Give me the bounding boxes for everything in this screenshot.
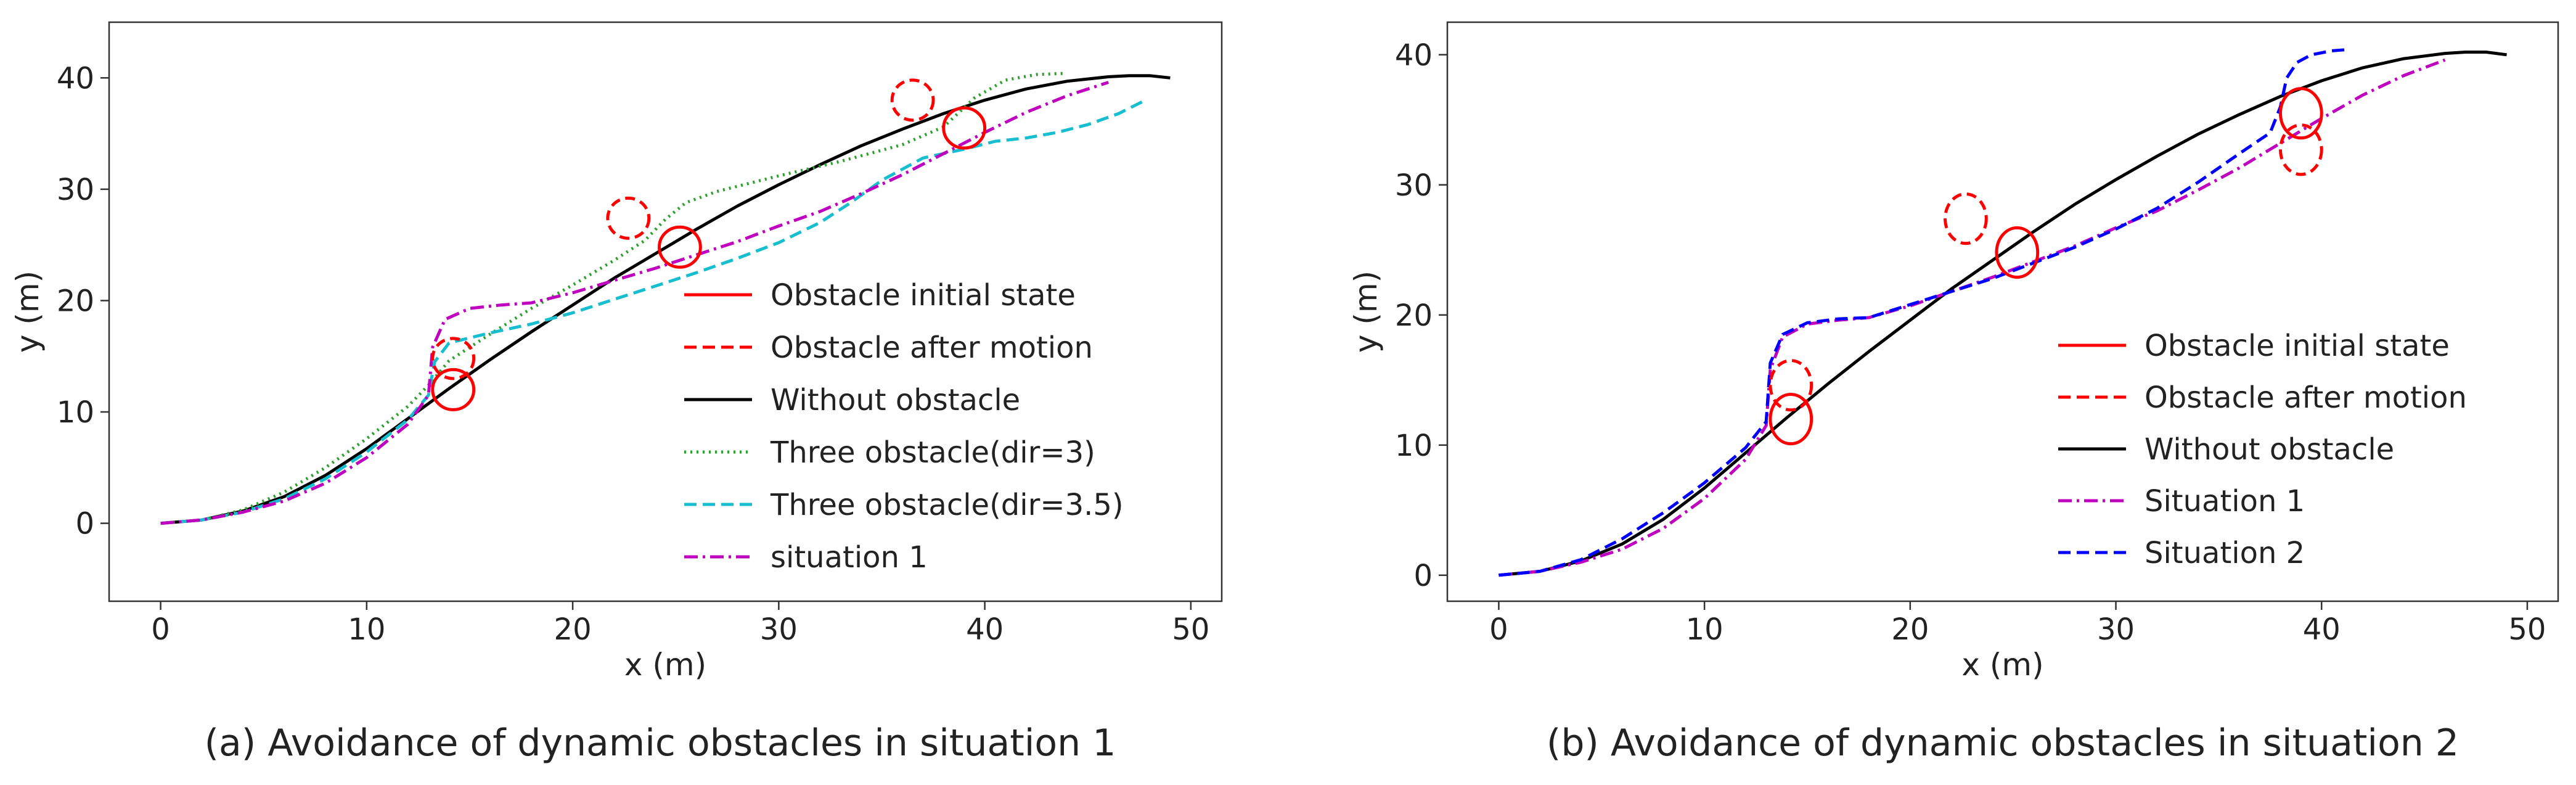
x-tick-label: 40 <box>966 612 1004 647</box>
legend-label: Obstacle initial state <box>771 278 1076 313</box>
x-tick-label: 40 <box>2303 612 2341 647</box>
x-tick-label: 50 <box>2508 612 2546 647</box>
series-line-situation-1 <box>1499 58 2446 577</box>
legend: Obstacle initial state Obstacle after mot… <box>684 278 1124 575</box>
y-axis-label: y (m) <box>10 271 46 353</box>
obstacle-after-1 <box>431 337 476 380</box>
obstacle-after-1 <box>1768 359 1813 412</box>
legend-label: Three obstacle(dir=3) <box>770 435 1095 470</box>
y-tick-label: 0 <box>1413 559 1433 593</box>
obstacle-initial-2 <box>657 225 702 269</box>
chart-b-svg: 0 10 20 30 40 50 0 10 20 30 40 x (m) y (m) Obstacle i… <box>1348 21 2559 765</box>
x-tick-label: 0 <box>151 612 170 647</box>
y-tick-label: 40 <box>57 61 94 96</box>
x-tick-label: 10 <box>348 612 385 647</box>
legend-label: Obstacle initial state <box>2145 329 2450 363</box>
obstacle-initial-1 <box>431 368 476 411</box>
y-tick-label: 20 <box>57 284 94 318</box>
obstacle-initial-2 <box>1995 226 2040 279</box>
y-axis-label: y (m) <box>1348 271 1384 353</box>
y-tick-label: 10 <box>1395 429 1433 463</box>
legend-label: Three obstacle(dir=3.5) <box>770 488 1124 522</box>
legend-label: Situation 2 <box>2145 536 2305 570</box>
legend-label: Obstacle after motion <box>771 331 1093 365</box>
obstacles-group <box>431 78 987 411</box>
y-tick-label: 30 <box>1395 168 1433 203</box>
obstacle-initial-3 <box>2279 87 2323 140</box>
x-tick-label: 0 <box>1489 612 1508 647</box>
obstacle-initial-1 <box>1768 392 1813 446</box>
y-tick-label: 10 <box>57 395 94 430</box>
chart-a-svg: 0 10 20 30 40 50 0 10 20 30 40 x (m) y (m) Obstacle i… <box>10 21 1223 765</box>
obstacles-group <box>1768 87 2323 446</box>
series-line-without-obstacle <box>160 74 1171 525</box>
y-tick-label: 0 <box>75 507 94 541</box>
obstacle-after-2 <box>606 196 651 240</box>
series-line-three-obstacle-dir-3-5 <box>160 99 1147 525</box>
obstacle-after-2 <box>1944 192 1988 245</box>
x-axis-label: x (m) <box>624 647 706 683</box>
x-tick-label: 20 <box>554 612 592 647</box>
x-tick-label: 30 <box>760 612 798 647</box>
chart-panel-a: 0 10 20 30 40 50 0 10 20 30 40 x (m) y (m) Obstacle i… <box>10 21 1223 765</box>
legend-label: Situation 1 <box>2145 484 2305 519</box>
chart-panel-b: 0 10 20 30 40 50 0 10 20 30 40 x (m) y (m) Obstacle i… <box>1288 0 2575 785</box>
series-line-without-obstacle <box>1499 51 2507 577</box>
legend-label: situation 1 <box>771 540 928 575</box>
series-line-situation-2 <box>1499 47 2349 577</box>
plot-frame <box>1446 21 2559 602</box>
plot-frame <box>108 21 1223 602</box>
x-tick-label: 10 <box>1686 612 1723 647</box>
legend-label: Obstacle after motion <box>2145 380 2467 415</box>
y-tick-label: 20 <box>1395 298 1433 333</box>
series-group <box>1499 47 2507 577</box>
y-tick-label: 40 <box>1395 38 1433 73</box>
obstacle-after-3 <box>890 78 935 122</box>
figure-caption: (b) Avoidance of dynamic obstacles in si… <box>1547 721 2459 765</box>
x-tick-label: 50 <box>1172 612 1209 647</box>
figure-caption: (a) Avoidance of dynamic obstacles in si… <box>205 721 1116 765</box>
y-tick-label: 30 <box>57 173 94 207</box>
x-axis-label: x (m) <box>1961 647 2043 683</box>
legend: Obstacle initial state Obstacle after mot… <box>2058 329 2467 570</box>
obstacle-initial-3 <box>942 106 987 150</box>
legend-label: Without obstacle <box>771 383 1020 417</box>
series-line-situation-1 <box>160 81 1109 525</box>
legend-label: Without obstacle <box>2145 432 2394 467</box>
x-tick-label: 20 <box>1891 612 1929 647</box>
obstacle-after-3 <box>2279 123 2323 176</box>
x-tick-label: 30 <box>2097 612 2135 647</box>
